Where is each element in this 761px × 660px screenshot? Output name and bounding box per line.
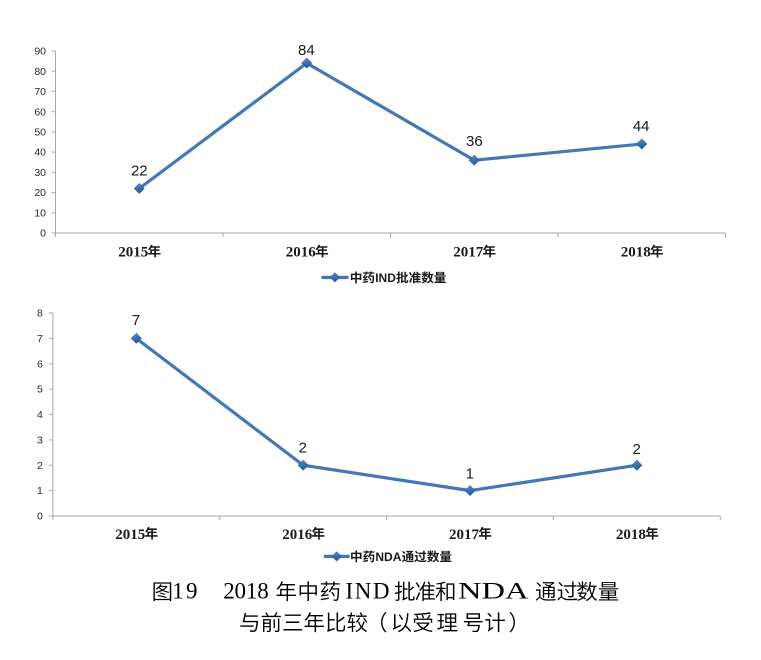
svg-text:44: 44 <box>633 118 650 135</box>
svg-text:8: 8 <box>37 308 43 320</box>
svg-text:1: 1 <box>466 465 474 482</box>
svg-text:10: 10 <box>34 207 46 219</box>
svg-text:2: 2 <box>299 440 307 457</box>
svg-text:IND: IND <box>375 271 396 285</box>
svg-text:6: 6 <box>37 358 43 370</box>
svg-text:70: 70 <box>34 86 46 98</box>
svg-text:2015: 2015 <box>118 245 148 261</box>
svg-text:84: 84 <box>298 42 315 59</box>
svg-text:22: 22 <box>131 163 148 180</box>
svg-text:7: 7 <box>37 333 43 345</box>
svg-text:30: 30 <box>34 167 46 179</box>
svg-text:2: 2 <box>633 441 641 458</box>
svg-text:2016: 2016 <box>286 245 317 261</box>
svg-text:60: 60 <box>34 106 46 118</box>
svg-text:NDA: NDA <box>458 579 529 604</box>
svg-text:50: 50 <box>34 127 46 139</box>
svg-text:3: 3 <box>37 435 43 447</box>
svg-text:90: 90 <box>34 46 46 58</box>
svg-text:0: 0 <box>40 228 46 240</box>
svg-text:20: 20 <box>34 187 46 199</box>
svg-text:40: 40 <box>34 147 46 159</box>
svg-text:2018: 2018 <box>616 527 646 543</box>
svg-text:2017: 2017 <box>449 527 480 543</box>
svg-text:2016: 2016 <box>282 527 313 543</box>
svg-text:7: 7 <box>132 312 140 329</box>
svg-text:4: 4 <box>37 409 43 421</box>
svg-text:2017: 2017 <box>453 245 484 261</box>
svg-text:36: 36 <box>466 133 483 150</box>
svg-text:NDA: NDA <box>375 550 401 564</box>
svg-text:1: 1 <box>37 485 43 497</box>
svg-text:IND: IND <box>346 579 390 604</box>
svg-text:2015: 2015 <box>115 527 145 543</box>
svg-text:0: 0 <box>37 511 43 523</box>
svg-text:5: 5 <box>37 384 43 396</box>
svg-text:2: 2 <box>37 460 43 472</box>
svg-text:2018: 2018 <box>621 245 651 261</box>
svg-text:80: 80 <box>34 66 46 78</box>
svg-text:2018: 2018 <box>223 579 269 604</box>
